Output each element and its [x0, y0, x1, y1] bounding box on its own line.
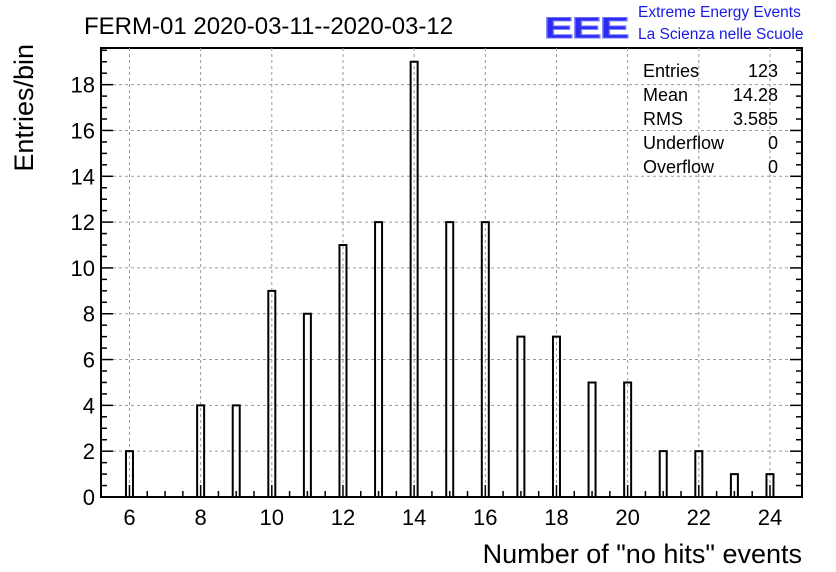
- x-tick-label: 20: [615, 505, 639, 530]
- histogram-bar: [765, 473, 775, 497]
- histogram-bar: [729, 473, 739, 497]
- stats-label: Entries: [643, 61, 699, 81]
- histogram-bar: [516, 335, 526, 497]
- histogram-bar: [587, 381, 597, 497]
- histogram-bar: [480, 221, 490, 497]
- histogram-bar: [196, 404, 206, 497]
- y-tick-label: 14: [71, 164, 95, 189]
- grid-lines: [101, 48, 802, 497]
- histogram-bar: [374, 221, 384, 497]
- eee-logo: EEE Extreme Energy Events La Scienza nel…: [544, 4, 804, 46]
- y-axis-label: Entries/bin: [9, 44, 39, 172]
- x-tick-label: 12: [331, 505, 355, 530]
- histogram-bar: [302, 312, 312, 497]
- x-axis-ticks: 6 8 10 12 14 16 18 20 22 24: [123, 485, 782, 530]
- histogram-bar: [694, 450, 704, 497]
- histogram-bar: [658, 450, 668, 497]
- y-tick-label: 16: [71, 118, 95, 143]
- plot-frame: [100, 47, 803, 498]
- stats-value: 3.585: [733, 109, 778, 129]
- y-tick-label: 18: [71, 73, 95, 98]
- x-tick-label: 24: [758, 505, 782, 530]
- logo-line-2: La Scienza nelle Scuole: [638, 26, 803, 43]
- stats-value: 0: [768, 157, 778, 177]
- histogram-bar: [231, 404, 241, 497]
- y-axis-ticks: 0 2 4 6 8 10 12 14 16 18: [71, 49, 802, 510]
- x-tick-label: 10: [260, 505, 284, 530]
- stats-value: 0: [768, 133, 778, 153]
- logo-line-1: Extreme Energy Events: [638, 4, 801, 21]
- x-tick-label: 6: [123, 505, 135, 530]
- histogram-bar: [338, 244, 348, 497]
- histogram-bar: [124, 450, 134, 497]
- histogram-bars: [124, 60, 775, 497]
- y-tick-label: 8: [83, 302, 95, 327]
- stats-label: RMS: [643, 109, 683, 129]
- y-tick-label: 12: [71, 210, 95, 235]
- x-tick-label: 16: [473, 505, 497, 530]
- y-tick-label: 0: [83, 485, 95, 510]
- x-tick-label: 18: [544, 505, 568, 530]
- stats-value: 123: [748, 61, 778, 81]
- x-axis-label: Number of "no hits" events: [483, 539, 802, 569]
- y-tick-label: 10: [71, 256, 95, 281]
- stats-value: 14.28: [733, 85, 778, 105]
- stats-box: Entries 123 Mean 14.28 RMS 3.585 Underflow 0 Ove…: [643, 61, 778, 177]
- histogram-bar: [445, 221, 455, 497]
- histogram-bar: [623, 381, 633, 497]
- stats-label: Overflow: [643, 157, 715, 177]
- eee-logo-mark: EEE: [544, 12, 628, 45]
- stats-label: Underflow: [643, 133, 725, 153]
- stats-label: Mean: [643, 85, 688, 105]
- histogram-bar: [551, 335, 561, 497]
- y-tick-label: 4: [83, 393, 95, 418]
- histogram-bar: [409, 60, 419, 497]
- x-tick-label: 14: [402, 505, 426, 530]
- y-tick-label: 2: [83, 439, 95, 464]
- x-tick-label: 8: [195, 505, 207, 530]
- chart-title: FERM-01 2020-03-11--2020-03-12: [84, 13, 453, 40]
- histogram-bar: [267, 289, 277, 497]
- x-tick-label: 22: [687, 505, 711, 530]
- y-tick-label: 6: [83, 348, 95, 373]
